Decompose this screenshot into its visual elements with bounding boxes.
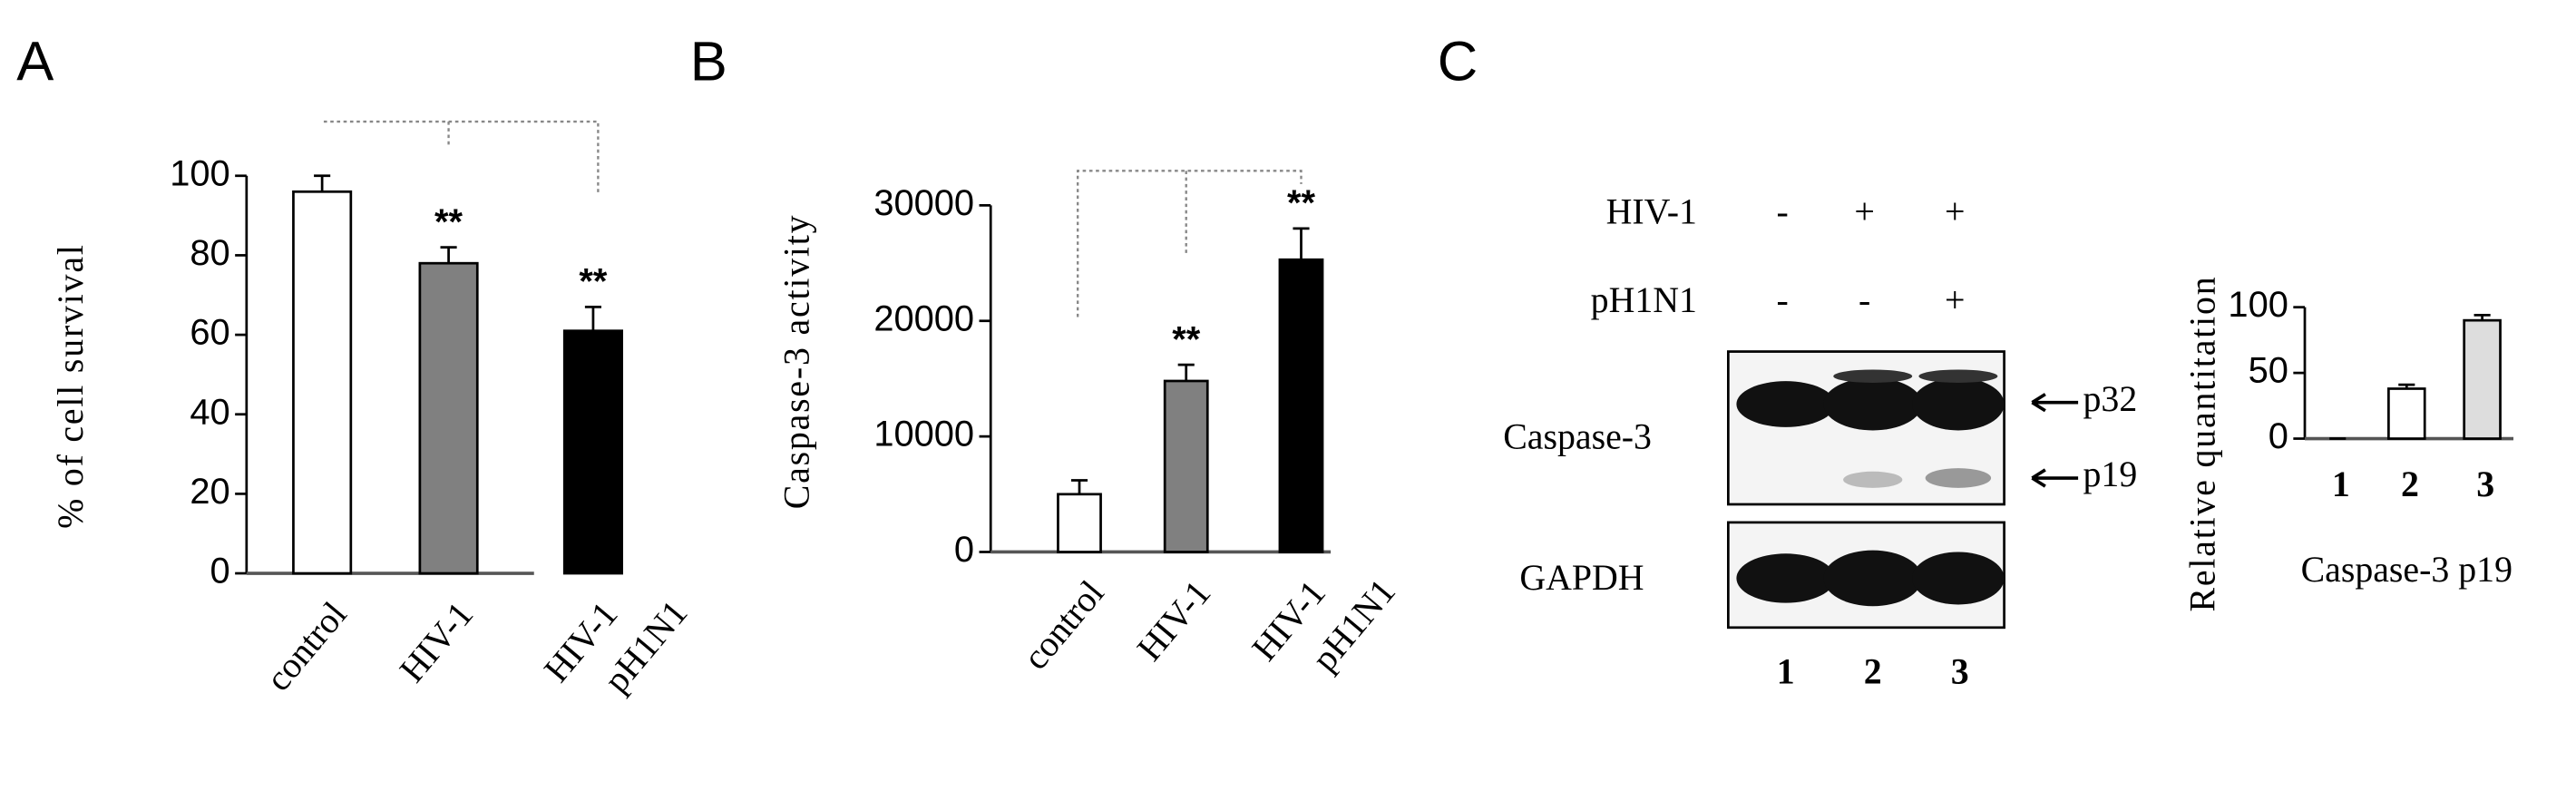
y-tick-label: 100: [170, 153, 229, 193]
y-tick-label: 0: [2269, 416, 2288, 456]
lane-label: 1: [1777, 650, 1795, 691]
x-tick-label: 1: [2332, 464, 2350, 504]
error-bar: [314, 174, 331, 192]
bar: [418, 261, 479, 575]
error-bar: [2474, 313, 2491, 321]
significance-bracket: [1077, 170, 1303, 317]
x-tick-label: HIV-1pH1N1: [536, 559, 696, 724]
bar: [2387, 387, 2426, 440]
bar: [1163, 379, 1209, 553]
x-tick-label: 3: [2476, 464, 2494, 504]
panel-label: A: [16, 31, 54, 93]
y-tick-label: 0: [954, 530, 974, 570]
significance-bracket: [323, 120, 600, 194]
y-axis-label: Caspase-3 activity: [776, 214, 816, 510]
treatment-label: pH1N1: [1591, 279, 1697, 320]
bar: [562, 329, 623, 575]
bar: [292, 190, 353, 575]
x-tick-label: control: [1015, 572, 1112, 677]
lane-label: 2: [1864, 650, 1882, 691]
y-tick-label: 60: [190, 313, 229, 353]
error-bar: [1177, 363, 1195, 381]
treatment-sign: +: [1945, 190, 1965, 231]
x-tick-label: control: [258, 594, 355, 698]
x-tick-label: HIV-1: [391, 594, 481, 690]
y-tick-label: 50: [2249, 351, 2288, 391]
x-tick-label: HIV-1pH1N1: [1244, 537, 1403, 702]
treatment-sign: -: [1859, 279, 1870, 320]
treatment-sign: -: [1776, 279, 1788, 320]
error-bar: [1293, 227, 1310, 260]
y-axis-label: % of cell survival: [50, 243, 91, 529]
y-tick-label: 30000: [873, 183, 974, 223]
treatment-label: HIV-1: [1606, 190, 1697, 231]
x-axis-label: Caspase-3 p19: [2301, 549, 2513, 590]
y-tick-label: 20: [190, 472, 229, 512]
x-tick-label: 2: [2401, 464, 2419, 504]
annotation: **: [1287, 183, 1315, 223]
y-tick-label: 80: [190, 233, 229, 273]
western-blot: [1726, 350, 2079, 630]
y-tick-label: 20000: [873, 298, 974, 338]
treatment-sign: +: [1854, 190, 1874, 231]
y-tick-label: 10000: [873, 415, 974, 454]
panel-label: C: [1438, 31, 1478, 93]
y-axis-label: Relative quantitation: [2181, 275, 2222, 611]
y-tick-label: 40: [190, 392, 229, 432]
error-bar: [440, 246, 457, 264]
annotation: **: [1172, 319, 1200, 359]
bar: [1057, 493, 1102, 553]
bar: [1278, 258, 1324, 553]
error-bar: [1070, 479, 1088, 494]
y-tick-label: 100: [2228, 285, 2288, 325]
panel-label: B: [690, 31, 727, 93]
row-label: GAPDH: [1519, 557, 1644, 598]
treatment-sign: -: [1776, 190, 1788, 231]
band-label: p19: [2083, 454, 2138, 494]
annotation: **: [579, 262, 607, 302]
treatment-sign: +: [1945, 279, 1965, 320]
error-bar: [584, 306, 601, 331]
row-label: Caspase-3: [1503, 415, 1652, 456]
bar: [2463, 318, 2502, 440]
x-tick-label: HIV-1: [1128, 572, 1218, 669]
y-tick-label: 0: [210, 552, 230, 591]
band-label: p32: [2083, 378, 2138, 419]
lane-label: 3: [1951, 650, 1969, 691]
annotation: **: [434, 202, 463, 242]
error-bar: [2398, 383, 2415, 389]
